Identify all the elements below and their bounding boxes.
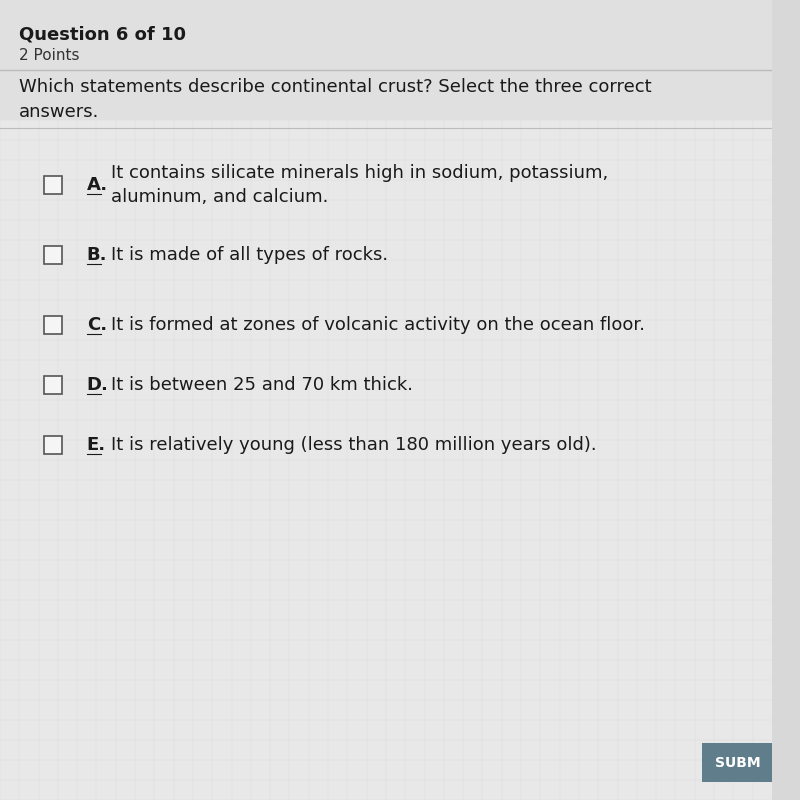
FancyBboxPatch shape [44, 436, 62, 454]
Text: It is relatively young (less than 180 million years old).: It is relatively young (less than 180 mi… [111, 436, 597, 454]
Text: Which statements describe continental crust? Select the three correct
answers.: Which statements describe continental cr… [19, 78, 652, 121]
Text: B.: B. [87, 246, 107, 264]
FancyBboxPatch shape [702, 743, 774, 782]
Text: SUBM: SUBM [715, 756, 761, 770]
FancyBboxPatch shape [44, 316, 62, 334]
Text: A.: A. [87, 176, 108, 194]
Text: D.: D. [87, 376, 109, 394]
Text: It is between 25 and 70 km thick.: It is between 25 and 70 km thick. [111, 376, 413, 394]
Text: E.: E. [87, 436, 106, 454]
Text: C.: C. [87, 316, 107, 334]
Text: It contains silicate minerals high in sodium, potassium,
aluminum, and calcium.: It contains silicate minerals high in so… [111, 163, 608, 206]
Text: Question 6 of 10: Question 6 of 10 [19, 25, 186, 43]
Text: 2 Points: 2 Points [19, 48, 80, 63]
FancyBboxPatch shape [0, 0, 772, 120]
FancyBboxPatch shape [44, 376, 62, 394]
FancyBboxPatch shape [0, 0, 772, 800]
Text: It is made of all types of rocks.: It is made of all types of rocks. [111, 246, 388, 264]
FancyBboxPatch shape [44, 246, 62, 264]
Text: It is formed at zones of volcanic activity on the ocean floor.: It is formed at zones of volcanic activi… [111, 316, 645, 334]
FancyBboxPatch shape [44, 176, 62, 194]
